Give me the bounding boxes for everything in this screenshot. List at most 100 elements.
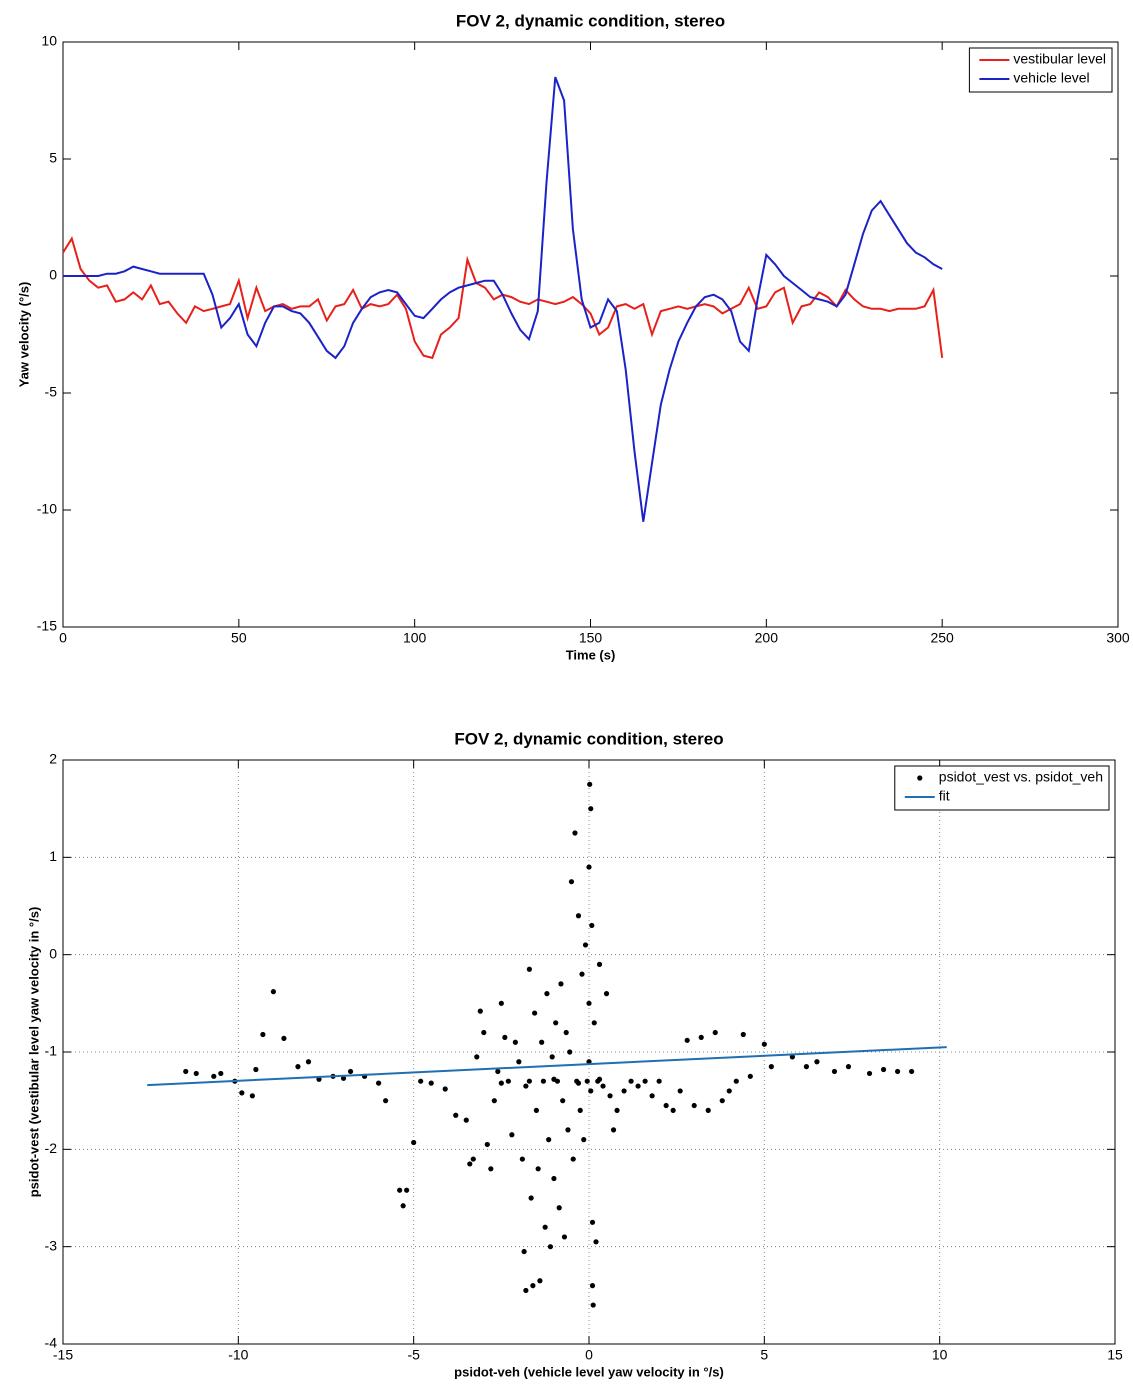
- x-tick-label: 50: [231, 630, 247, 646]
- point: [549, 1054, 555, 1060]
- point: [590, 1302, 596, 1308]
- point: [253, 1066, 259, 1073]
- point: [589, 922, 595, 929]
- point: [593, 1239, 599, 1245]
- legend-label: fit: [939, 788, 950, 804]
- point: [340, 1075, 347, 1081]
- point: [587, 781, 593, 787]
- point: [614, 1107, 620, 1113]
- point: [596, 961, 603, 968]
- point: [866, 1070, 873, 1077]
- point: [211, 1073, 217, 1079]
- point: [418, 1078, 424, 1084]
- point: [505, 1078, 511, 1084]
- point: [567, 1049, 573, 1055]
- point: [579, 971, 585, 977]
- y-tick-label: 2: [49, 751, 57, 767]
- y-tick-label: 0: [49, 267, 57, 283]
- point: [544, 991, 550, 997]
- point: [610, 1127, 617, 1133]
- point: [603, 991, 610, 997]
- point: [561, 1234, 568, 1240]
- point: [484, 1141, 490, 1148]
- point: [281, 1035, 287, 1041]
- chart-title: FOV 2, dynamic condition, stereo: [456, 11, 725, 30]
- point: [530, 1283, 536, 1289]
- point: [526, 966, 532, 972]
- x-tick-label: 250: [930, 630, 954, 646]
- x-tick-label: -15: [53, 1347, 73, 1363]
- point: [726, 1088, 732, 1094]
- point: [768, 1064, 774, 1070]
- point: [589, 1283, 596, 1289]
- point: [740, 1031, 746, 1038]
- point: [523, 1287, 529, 1294]
- point: [539, 1039, 545, 1045]
- point: [270, 989, 276, 995]
- point: [831, 1068, 838, 1075]
- point: [691, 1102, 697, 1109]
- point: [719, 1098, 725, 1104]
- point: [467, 1161, 473, 1167]
- y-tick-label: 1: [49, 848, 57, 864]
- y-tick-label: -15: [37, 618, 57, 634]
- point: [570, 1156, 576, 1162]
- point: [553, 1020, 559, 1026]
- point: [502, 1034, 508, 1040]
- x-tick-label: 0: [585, 1347, 593, 1363]
- point: [591, 1020, 597, 1026]
- x-tick-label: 10: [932, 1347, 948, 1363]
- point: [649, 1093, 655, 1099]
- point: [572, 830, 578, 836]
- point: [535, 1166, 541, 1172]
- point: [588, 1088, 594, 1094]
- point: [607, 1093, 613, 1099]
- point: [428, 1080, 434, 1086]
- y-tick-label: 0: [49, 945, 57, 961]
- point: [260, 1031, 266, 1038]
- legend-box: [968, 47, 1113, 93]
- y-tick-label: -3: [45, 1237, 58, 1253]
- point: [761, 1041, 767, 1047]
- point: [684, 1037, 690, 1043]
- y-tick-label: -10: [37, 501, 57, 517]
- point: [747, 1073, 753, 1079]
- point: [577, 1107, 583, 1113]
- point: [463, 1117, 469, 1123]
- point: [526, 1078, 532, 1084]
- point: [656, 1078, 662, 1084]
- point: [411, 1139, 417, 1146]
- y-tick-label: -1: [45, 1043, 58, 1059]
- point: [635, 1083, 641, 1089]
- x-tick-label: -10: [228, 1347, 248, 1363]
- point: [880, 1066, 887, 1073]
- point: [596, 1076, 603, 1082]
- point: [600, 1083, 606, 1089]
- legend-box: [894, 765, 1110, 811]
- point: [305, 1059, 312, 1065]
- legend-label: vehicle level: [1013, 70, 1089, 86]
- legend-swatch: [917, 775, 923, 781]
- point: [397, 1187, 403, 1193]
- axes-frame: [62, 759, 1116, 1345]
- point: [803, 1064, 810, 1070]
- point: [509, 1132, 515, 1138]
- line-series: [63, 76, 943, 522]
- legend-label: vestibular level: [1013, 51, 1106, 67]
- fit-line: [147, 1046, 947, 1087]
- x-tick-label: 0: [59, 630, 67, 646]
- point: [586, 864, 592, 870]
- y-tick-label: -5: [45, 384, 58, 400]
- point: [470, 1156, 476, 1162]
- point: [586, 1059, 592, 1065]
- point: [558, 981, 564, 987]
- point: [663, 1102, 669, 1109]
- point: [845, 1064, 852, 1070]
- point: [347, 1068, 354, 1075]
- point: [218, 1070, 224, 1077]
- point: [621, 1088, 627, 1094]
- point: [588, 806, 594, 812]
- x-axis-label: psidot-veh (vehicle level yaw velocity i…: [454, 1364, 724, 1379]
- point: [733, 1078, 739, 1084]
- point: [521, 1248, 527, 1255]
